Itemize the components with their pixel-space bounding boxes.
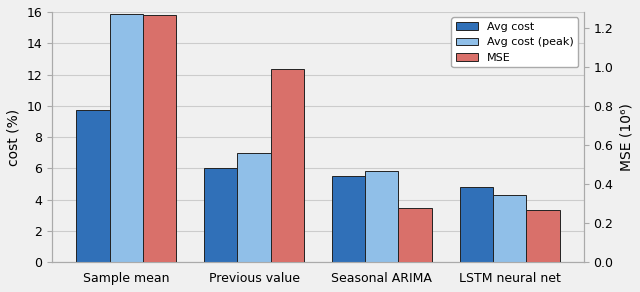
Bar [365,171,399,262]
Y-axis label: cost (%): cost (%) [7,109,21,166]
Bar [526,211,559,262]
Bar [332,176,365,262]
Bar [493,195,526,262]
Bar [204,168,237,262]
Legend: Avg cost, Avg cost (peak), MSE: Avg cost, Avg cost (peak), MSE [451,18,578,67]
Bar [76,110,109,262]
Bar [460,187,493,262]
Bar [271,69,304,262]
Bar [109,14,143,262]
Y-axis label: MSE (10⁶): MSE (10⁶) [619,103,633,171]
Bar [237,153,271,262]
Bar [399,208,432,262]
Bar [143,15,176,262]
